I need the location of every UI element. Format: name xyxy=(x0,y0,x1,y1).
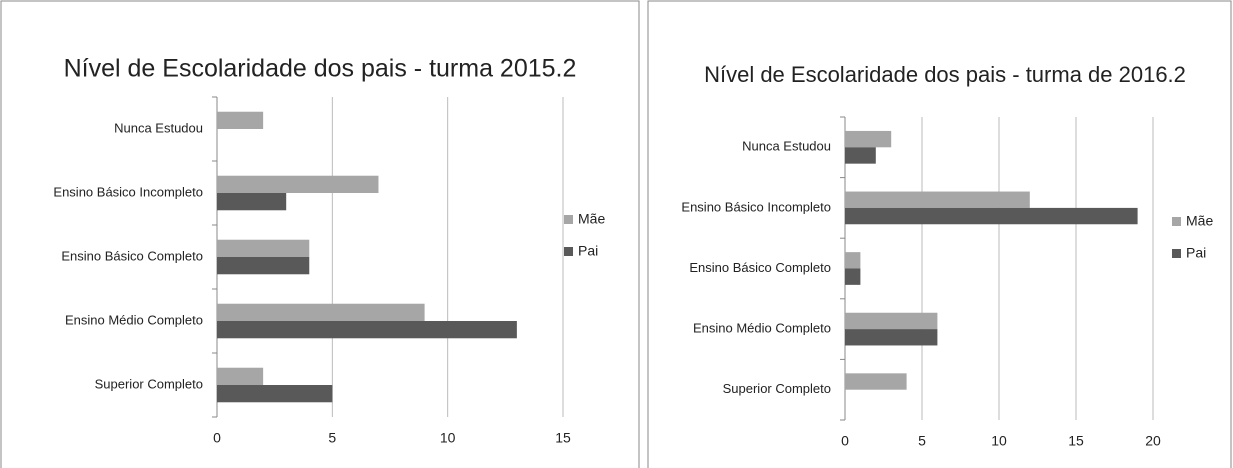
legend-swatch xyxy=(564,215,573,224)
bar xyxy=(845,191,1030,208)
panel-border xyxy=(647,0,1232,468)
bar xyxy=(845,207,1138,225)
bar xyxy=(217,303,425,321)
legend-swatch xyxy=(564,247,573,256)
bar xyxy=(845,373,907,390)
y-tick-label: Ensino Médio Completo xyxy=(65,312,203,327)
bar xyxy=(845,329,938,346)
bar xyxy=(217,367,264,385)
y-tick-label: Ensino Básico Completo xyxy=(61,248,203,263)
bar xyxy=(217,239,310,257)
y-tick-label: Nunca Estudou xyxy=(742,139,831,154)
legend-swatch xyxy=(1172,217,1181,226)
bar xyxy=(217,321,517,339)
bar xyxy=(845,252,861,269)
bar xyxy=(217,193,287,211)
legend-label: Mãe xyxy=(578,211,605,227)
bar xyxy=(845,312,938,330)
y-tick-label: Superior Completo xyxy=(723,381,831,396)
y-tick-label: Ensino Básico Completo xyxy=(689,260,831,275)
legend-swatch xyxy=(1172,249,1181,258)
x-tick-label: 0 xyxy=(841,433,849,449)
y-tick-label: Nunca Estudou xyxy=(114,120,203,135)
bar xyxy=(845,130,892,148)
x-tick-label: 15 xyxy=(555,430,571,446)
bar xyxy=(217,257,310,275)
x-tick-label: 5 xyxy=(918,433,926,449)
bar xyxy=(217,111,264,129)
x-tick-label: 0 xyxy=(213,430,221,446)
bar xyxy=(845,147,876,164)
x-tick-label: 5 xyxy=(328,430,336,446)
x-tick-label: 20 xyxy=(1145,433,1161,449)
x-tick-label: 10 xyxy=(440,430,456,446)
legend-label: Pai xyxy=(1186,245,1206,261)
bar xyxy=(217,175,379,193)
y-tick-label: Ensino Básico Incompleto xyxy=(681,199,831,214)
x-tick-label: 15 xyxy=(1068,433,1084,449)
x-tick-label: 10 xyxy=(991,433,1007,449)
bar xyxy=(217,385,333,403)
panel-border xyxy=(0,0,640,468)
y-tick-label: Ensino Básico Incompleto xyxy=(53,184,203,199)
y-tick-label: Superior Completo xyxy=(95,376,203,391)
legend-label: Pai xyxy=(578,243,598,259)
chart-title: Nível de Escolaridade dos pais - turma 2… xyxy=(64,55,577,83)
y-tick-label: Ensino Médio Completo xyxy=(693,321,831,336)
legend-label: Mãe xyxy=(1186,213,1213,229)
chart-title: Nível de Escolaridade dos pais - turma d… xyxy=(704,62,1186,87)
bar xyxy=(845,268,861,285)
